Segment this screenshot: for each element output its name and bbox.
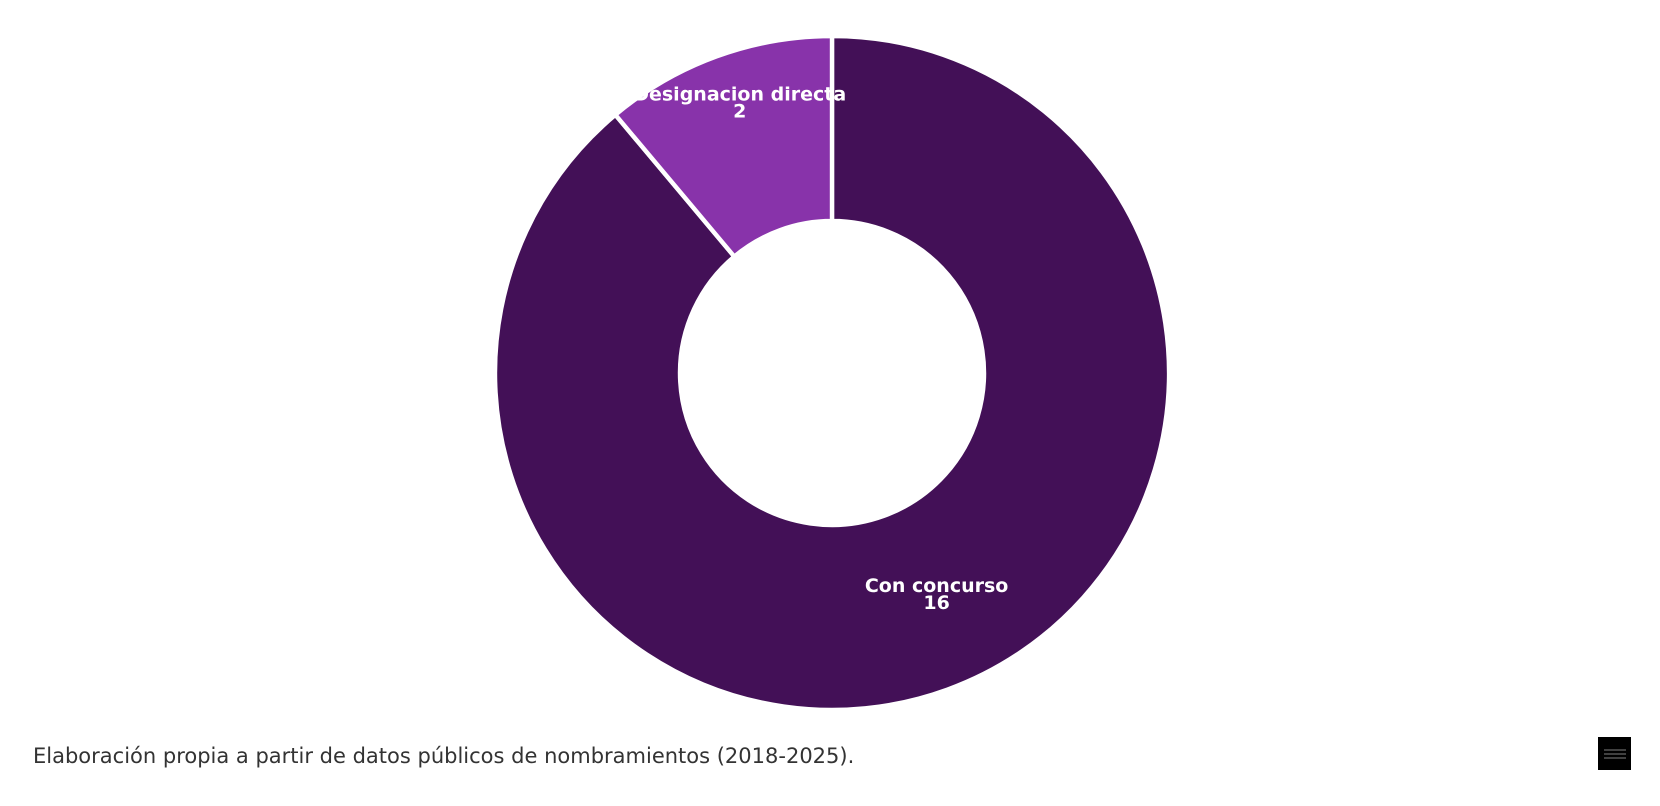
donut-chart: Con concurso 16 Designacion directa 2 (492, 33, 1172, 713)
brand-logo-mark (1603, 749, 1626, 758)
donut-slice-con-concurso (492, 33, 1172, 713)
slice-label-name: Con concurso (865, 575, 1009, 597)
slice-label-value: 16 (923, 592, 949, 614)
brand-logo-icon (1598, 737, 1631, 770)
slice-label-value: 2 (733, 101, 746, 123)
donut-slice-designacion-directa (613, 33, 835, 259)
slice-label-name: Designacion directa (633, 84, 846, 106)
source-note: Elaboración propia a partir de datos púb… (33, 744, 855, 768)
